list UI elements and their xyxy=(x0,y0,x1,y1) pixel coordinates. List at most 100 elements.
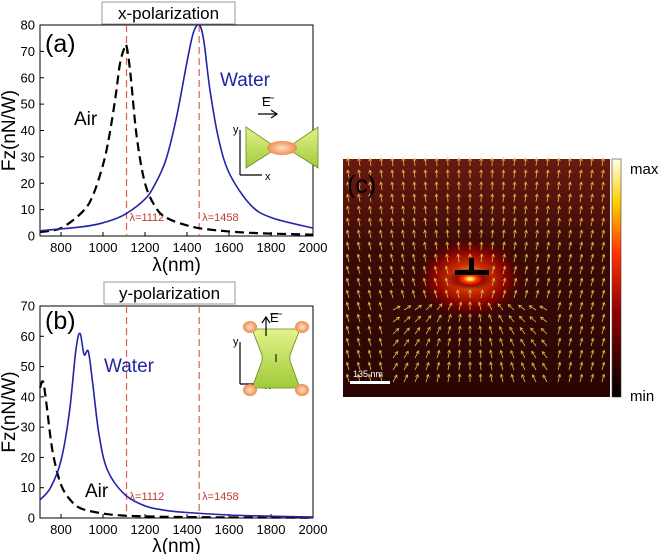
field-arrow xyxy=(513,254,517,263)
field-arrow-head xyxy=(579,193,583,198)
field-arrow-head xyxy=(394,362,398,367)
field-arrow xyxy=(557,182,560,191)
field-arrow xyxy=(479,314,482,323)
field-arrow-head xyxy=(490,169,495,174)
field-arrow-head xyxy=(368,157,373,162)
field-arrow xyxy=(507,304,515,311)
field-arrow xyxy=(357,314,361,323)
field-arrow xyxy=(401,242,405,251)
y-axis-label: Fz(nN/W) xyxy=(0,371,20,452)
field-arrow xyxy=(425,350,430,359)
field-arrow xyxy=(446,230,449,239)
field-arrow xyxy=(513,181,516,191)
field-arrow xyxy=(402,194,405,203)
x-axis-label: λ(nm) xyxy=(152,255,201,276)
field-arrow xyxy=(412,290,416,299)
field-arrow xyxy=(541,339,548,347)
field-arrow-head xyxy=(557,349,562,354)
field-arrow-head xyxy=(367,337,372,342)
field-arrow xyxy=(557,302,561,311)
series-line-water xyxy=(39,23,314,232)
field-arrow-head xyxy=(568,193,572,198)
field-arrow xyxy=(478,302,482,311)
field-arrow xyxy=(601,230,605,239)
field-arrow-head xyxy=(390,193,395,198)
field-arrow xyxy=(403,339,410,347)
field-arrow-head xyxy=(557,337,562,342)
field-arrow xyxy=(414,362,419,371)
field-arrow-head xyxy=(479,205,484,210)
field-arrow xyxy=(434,278,438,287)
field-arrow-head xyxy=(456,193,461,198)
field-arrow-head xyxy=(436,349,441,354)
field-arrow-head xyxy=(357,157,362,162)
field-arrow-head xyxy=(590,337,595,342)
field-arrow-head xyxy=(346,193,350,198)
field-arrow-head xyxy=(499,373,504,378)
field-arrow-head xyxy=(378,241,383,246)
field-arrow-head xyxy=(512,193,517,198)
field-arrow xyxy=(445,278,449,287)
field-arrow xyxy=(357,362,361,371)
field-arrow-head xyxy=(601,313,606,318)
field-arrow-head xyxy=(479,181,484,186)
field-arrow-head xyxy=(379,205,383,210)
field-arrow-head xyxy=(501,229,506,234)
field-arrow-head xyxy=(367,241,372,246)
field-arrow xyxy=(530,339,537,347)
field-arrow-head xyxy=(345,337,350,342)
field-arrow-head xyxy=(368,181,372,186)
field-arrow xyxy=(524,194,527,203)
y-tick-label: 50 xyxy=(21,359,35,374)
field-arrow xyxy=(447,326,451,335)
field-arrow xyxy=(423,278,427,287)
field-arrow-head xyxy=(401,157,406,162)
field-arrow-head xyxy=(400,277,405,282)
field-arrow xyxy=(568,218,572,227)
field-arrow-head xyxy=(356,265,361,270)
field-arrow-head xyxy=(590,325,595,330)
field-arrow-head xyxy=(489,361,493,366)
field-arrow-head xyxy=(434,205,439,210)
x-tick-label: 1800 xyxy=(257,522,286,537)
field-arrow xyxy=(357,254,361,263)
field-arrow-head xyxy=(426,338,431,343)
field-arrow xyxy=(446,254,449,263)
field-arrow xyxy=(579,302,583,311)
field-arrow xyxy=(424,230,427,239)
field-arrow-head xyxy=(345,313,350,318)
field-arrow-head xyxy=(568,325,573,330)
field-arrow xyxy=(412,254,416,263)
field-arrow-head xyxy=(488,313,492,318)
hotspot-blob xyxy=(243,384,257,396)
field-arrow xyxy=(435,193,438,203)
field-arrow xyxy=(412,242,416,251)
field-arrow-head xyxy=(531,374,536,379)
field-arrow xyxy=(436,303,443,311)
field-arrow-head xyxy=(518,315,523,320)
field-arrow-head xyxy=(367,325,372,330)
field-arrow xyxy=(601,254,605,263)
field-arrow xyxy=(557,290,561,299)
field-arrow-head xyxy=(556,169,561,174)
field-arrow-head xyxy=(479,169,484,174)
field-arrow-head xyxy=(423,169,428,174)
field-arrow-head xyxy=(401,193,406,198)
field-arrow xyxy=(590,206,594,215)
field-arrow-head xyxy=(390,181,395,186)
field-arrow xyxy=(590,350,594,359)
field-arrow xyxy=(425,338,430,347)
field-arrow xyxy=(557,338,561,347)
field-arrow-head xyxy=(437,337,441,342)
bowtie-x-inset: y x E xyxy=(233,94,319,183)
field-arrow-head xyxy=(426,349,430,354)
y-tick-label: 20 xyxy=(21,176,35,191)
field-arrow xyxy=(402,182,405,191)
field-arrow xyxy=(479,326,482,335)
field-arrow-head xyxy=(433,289,438,294)
field-arrow xyxy=(446,242,449,251)
field-arrow xyxy=(357,278,361,287)
field-arrow xyxy=(524,170,527,179)
field-arrow xyxy=(357,290,361,299)
field-arrow xyxy=(502,218,505,227)
